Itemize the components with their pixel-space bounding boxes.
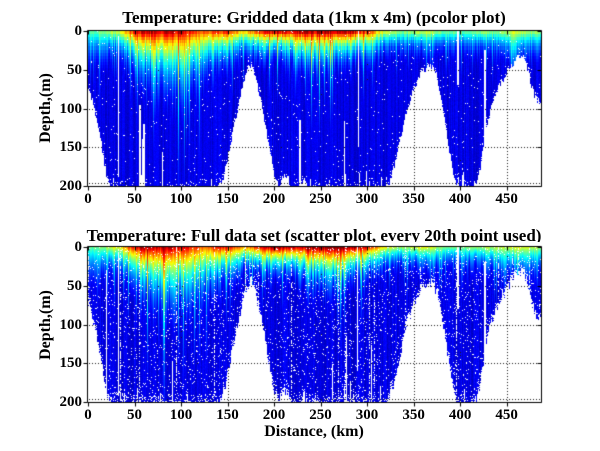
pcolor-plot-canvas <box>82 26 547 194</box>
x-tick-label: 450 <box>495 407 518 423</box>
x-tick-label: 50 <box>127 191 142 207</box>
x-tick-label: 0 <box>84 407 92 423</box>
y-tick-label: 200 <box>59 178 83 194</box>
x-tick-label: 50 <box>127 407 142 423</box>
y-tick-label: 100 <box>59 100 83 117</box>
plot2-title: Temperature: Full data set (scatter plot… <box>86 226 542 245</box>
x-tick-label: 100 <box>169 407 193 423</box>
x-tick-label: 150 <box>216 407 239 423</box>
y-tick-label: 0 <box>74 239 83 255</box>
x-tick-label: 250 <box>309 191 332 207</box>
y-tick-label: 50 <box>67 61 82 78</box>
x-tick-label: 300 <box>355 191 379 207</box>
y-tick-label: 200 <box>59 394 83 410</box>
y-tick-label: 0 <box>74 23 83 39</box>
x-tick-label: 450 <box>495 191 518 207</box>
x-tick-label: 300 <box>355 407 379 423</box>
plot2-x-axis-label: Distance, (km) <box>264 423 364 440</box>
y-tick-label: 100 <box>59 316 83 333</box>
x-tick-label: 350 <box>402 191 425 207</box>
x-tick-label: 400 <box>448 407 472 423</box>
x-tick-label: 0 <box>84 191 92 207</box>
plot1-title: Temperature: Gridded data (1km x 4m) (pc… <box>122 8 506 27</box>
y-tick-label: 50 <box>67 277 82 294</box>
x-tick-label: 150 <box>216 191 239 207</box>
y-tick-label: 150 <box>59 355 83 372</box>
x-tick-label: 250 <box>309 407 332 423</box>
x-tick-label: 100 <box>169 191 193 207</box>
y-tick-label: 150 <box>59 139 83 156</box>
x-tick-label: 200 <box>262 191 286 207</box>
x-tick-label: 200 <box>262 407 286 423</box>
x-tick-label: 350 <box>402 407 425 423</box>
scatter-plot-canvas <box>82 242 547 410</box>
x-tick-label: 400 <box>448 191 472 207</box>
